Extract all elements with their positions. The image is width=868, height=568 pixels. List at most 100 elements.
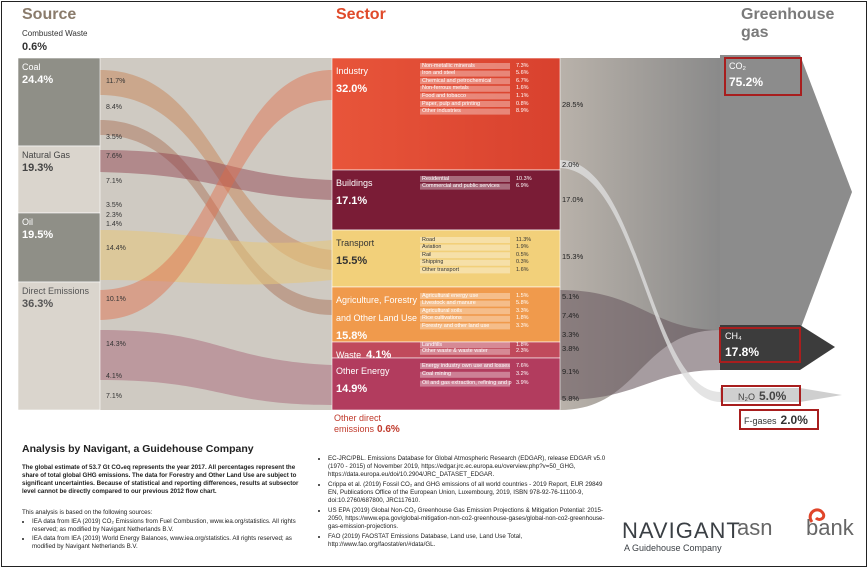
- sources-list: IEA data from IEA (2019) CO₂ Emissions f…: [22, 518, 312, 552]
- sub-value: 10.3%: [516, 175, 532, 182]
- combusted-label: Combusted Waste: [22, 29, 88, 38]
- sub-name: Commercial and public services: [422, 183, 500, 190]
- sub-value: 5.6%: [516, 70, 529, 77]
- flow-ribbon: [100, 230, 332, 285]
- source-ref: US EPA (2019) Global Non-CO₂ Greenhouse …: [328, 507, 608, 531]
- sub-name: Agricultural soils: [422, 307, 463, 314]
- sector-outflow: 15.3%: [562, 252, 584, 261]
- source-ref: IEA data from IEA (2019) World Energy Ba…: [32, 535, 312, 551]
- gas-label: CO₂ 75.2%: [729, 61, 763, 89]
- sub-name: Chemical and petrochemical: [422, 77, 492, 84]
- highlight-box: [739, 409, 819, 430]
- other-direct: Other direct emissions 0.6%: [334, 413, 414, 435]
- sub-value: 6.7%: [516, 77, 529, 84]
- source-name: Oil: [22, 217, 33, 227]
- gas-heading: Greenhouse: [741, 6, 835, 23]
- flow-ribbon: [100, 150, 332, 200]
- sub-name: Coal mining: [422, 371, 452, 378]
- source-ref: Crippa et al. (2019) Fossil CO₂ and GHG …: [328, 481, 608, 505]
- combusted-value: 0.6%: [22, 41, 48, 53]
- footer-paragraph: The global estimate of 53.7 Gt CO₂eq rep…: [22, 464, 299, 495]
- sector-label: Industry 32.0%: [336, 61, 422, 97]
- co2-arrow: [720, 55, 852, 330]
- sector-outflow: 7.4%: [562, 311, 580, 320]
- sub-bar: [420, 252, 510, 259]
- sub-bar: [420, 78, 510, 85]
- sub-value: 7.3%: [516, 62, 529, 69]
- sub-bar: [420, 348, 510, 355]
- source-block: [17, 212, 101, 283]
- gas-name: F-gases: [744, 416, 777, 426]
- flow-ribbon: [100, 70, 332, 320]
- sub-name: Other industries: [422, 108, 461, 115]
- source-split: 8.4%: [106, 104, 122, 111]
- sub-bar: [420, 108, 510, 115]
- source-split: 3.5%: [106, 202, 122, 209]
- other-direct-value: 0.6%: [377, 424, 400, 435]
- source-value: 36.3%: [22, 298, 54, 310]
- sub-name: Non-metallic minerals: [422, 62, 475, 69]
- sector-label: Waste 4.1%: [336, 345, 456, 363]
- sub-value: 1.8%: [516, 341, 529, 348]
- sector-value: 4.1%: [366, 349, 392, 361]
- sub-bar: [420, 342, 510, 348]
- sub-name: Landfills: [422, 341, 443, 348]
- source-split: 11.7%: [106, 78, 126, 85]
- source-split: 14.3%: [106, 341, 126, 348]
- sub-value: 1.5%: [516, 292, 529, 299]
- sub-bar: [420, 293, 510, 299]
- sub-name: Non-ferrous metals: [422, 85, 469, 92]
- sector-outflow: 5.8%: [562, 394, 580, 403]
- gas-name: N₂O: [738, 392, 755, 402]
- gas-value: 17.8%: [725, 345, 760, 359]
- sub-bar: [420, 380, 510, 387]
- sector-value: 17.1%: [336, 195, 368, 207]
- source-split: 10.1%: [106, 296, 126, 303]
- sub-bar: [420, 63, 510, 69]
- logo-navigant: NAVIGANT: [622, 518, 741, 543]
- source-value: 24.4%: [22, 74, 54, 86]
- sub-bar: [420, 70, 510, 77]
- gas-value: 75.2%: [729, 75, 764, 89]
- out-ribbon: [560, 290, 720, 400]
- sub-name: Other waste & waste water: [422, 348, 488, 355]
- sub-value: 3.3%: [516, 322, 529, 329]
- sub-name: Oil and gas extraction, refining and pro…: [422, 380, 512, 387]
- sub-bar: [420, 300, 510, 307]
- sector-value: 15.8%: [336, 330, 368, 342]
- logo-navigant-sub: A Guidehouse Company: [624, 543, 722, 553]
- sub-bar: [420, 363, 510, 369]
- sub-name: Aviation: [422, 244, 442, 251]
- source-split: 7.6%: [106, 153, 122, 160]
- sub-bar: [420, 371, 510, 378]
- sub-name: Road: [422, 236, 436, 243]
- gas-name: CH₄: [725, 331, 742, 341]
- sub-value: 3.2%: [516, 371, 529, 378]
- sub-name: Iron and steel: [422, 70, 456, 77]
- sub-bar: [420, 237, 510, 243]
- source-split: 7.1%: [106, 178, 122, 185]
- sub-name: Other transport: [422, 266, 459, 273]
- sub-name: Agricultural energy use: [422, 292, 479, 299]
- logo-bank: bank: [806, 515, 854, 540]
- sector-value: 14.9%: [336, 383, 368, 395]
- sub-value: 8.9%: [516, 108, 529, 115]
- highlight-box: [721, 385, 801, 406]
- gas-label: N₂O 5.0%: [738, 389, 786, 403]
- logo-asn: asn: [737, 515, 773, 540]
- sub-bar: [420, 183, 510, 190]
- sector-value: 32.0%: [336, 83, 368, 95]
- sub-name: Rail: [422, 251, 432, 258]
- source-block: [17, 145, 101, 214]
- gas-label: CH₄ 17.8%: [725, 331, 759, 359]
- source-name: Direct Emissions: [22, 286, 90, 296]
- sub-value: 1.1%: [516, 92, 529, 99]
- source-value: 19.3%: [22, 162, 54, 174]
- sub-bar: [420, 101, 510, 107]
- sector-block: [331, 169, 561, 231]
- source-name: Natural Gas: [22, 150, 71, 160]
- gas-label: F-gases 2.0%: [744, 413, 808, 427]
- other-direct-name: Other direct emissions: [334, 413, 382, 434]
